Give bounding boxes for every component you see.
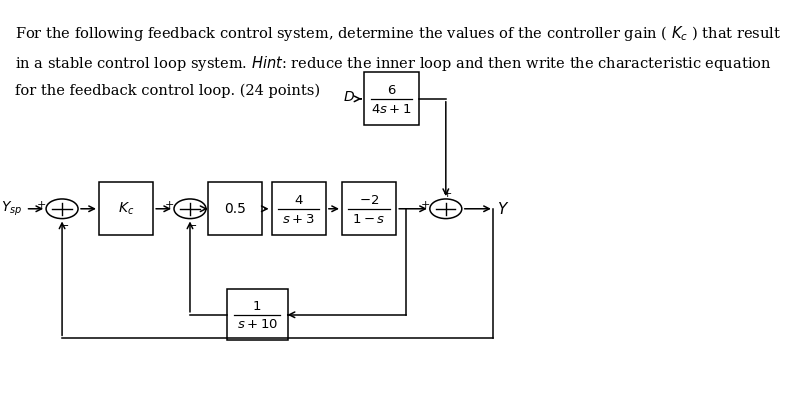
Text: 6: 6 [387, 84, 396, 97]
Text: for the feedback control loop. (24 points): for the feedback control loop. (24 point… [15, 83, 320, 98]
Text: 4: 4 [295, 194, 303, 207]
Text: $Y_{sp}$: $Y_{sp}$ [1, 200, 22, 218]
Text: $-$: $-$ [187, 219, 197, 229]
Text: $-$: $-$ [59, 219, 69, 229]
Text: $1 - s$: $1 - s$ [352, 213, 386, 226]
Bar [364, 72, 419, 125]
Text: 1: 1 [253, 300, 261, 313]
Text: $4s + 1$: $4s + 1$ [371, 103, 412, 116]
Text: $D$: $D$ [343, 90, 355, 104]
Bar [342, 182, 396, 235]
Bar [227, 289, 288, 340]
Text: $s + 10$: $s + 10$ [236, 318, 278, 331]
Text: +: + [164, 200, 174, 210]
Text: in a stable control loop system. $\mathit{Hint}$: reduce the inner loop and then: in a stable control loop system. $\mathi… [15, 54, 772, 73]
Text: $Y$: $Y$ [497, 201, 509, 217]
Text: For the following feedback control system, determine the values of the controlle: For the following feedback control syste… [15, 24, 782, 43]
Text: +: + [421, 200, 429, 210]
Bar [99, 182, 153, 235]
Text: 0.5: 0.5 [223, 202, 246, 216]
Text: +: + [443, 189, 453, 199]
Bar [207, 182, 262, 235]
Text: +: + [37, 200, 46, 210]
Text: $s + 3$: $s + 3$ [283, 213, 315, 226]
Bar [272, 182, 326, 235]
Text: $K_c$: $K_c$ [118, 201, 135, 217]
Text: $-2$: $-2$ [359, 194, 379, 207]
